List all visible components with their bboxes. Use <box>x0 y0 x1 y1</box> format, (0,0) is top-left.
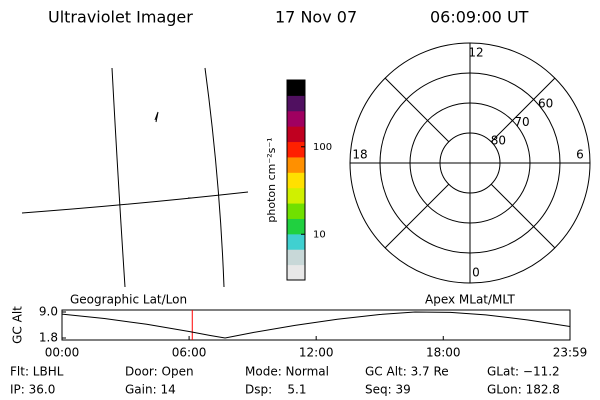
colorbar-frame <box>286 79 306 281</box>
x-tick-label: 06:00 <box>172 346 207 360</box>
color-swatch <box>287 95 305 112</box>
date: 17 Nov 07 <box>275 8 357 27</box>
lat-label: 60 <box>538 96 553 110</box>
color-swatch <box>287 172 305 189</box>
colorbar-label: photon cm⁻²s⁻¹ <box>265 137 278 222</box>
color-swatch <box>287 126 305 143</box>
color-swatch <box>287 233 305 250</box>
color-swatch <box>287 110 305 127</box>
colorbar-tick-label: 100 <box>313 142 332 153</box>
x-tick-label: 12:00 <box>299 346 334 360</box>
x-tick-label: 00:00 <box>45 346 80 360</box>
color-swatch <box>287 249 305 266</box>
mlt-label: 12 <box>468 46 483 60</box>
y-tick-label: 9.0 <box>39 305 58 319</box>
color-swatch <box>287 80 305 96</box>
mlt-label: 18 <box>352 148 367 162</box>
x-tick-label: 23:59 <box>553 346 588 360</box>
spoke <box>384 77 450 143</box>
meridian <box>204 67 225 288</box>
altitude-line <box>61 311 571 339</box>
spoke <box>384 183 450 249</box>
info-field: Flt: LBHL <box>10 365 64 379</box>
color-swatch <box>287 264 305 281</box>
info-field: Door: Open <box>125 365 194 379</box>
panel-label: Apex MLat/MLT <box>425 293 515 307</box>
colorbar-tick-label: 10 <box>313 229 326 240</box>
info-field: GLat: −11.2 <box>487 365 560 379</box>
parallel <box>21 191 249 214</box>
lat-label: 80 <box>491 133 506 147</box>
info-field: Gain: 14 <box>125 383 176 397</box>
y-tick-label: 1.8 <box>39 331 58 345</box>
info-field: Mode: Normal <box>245 365 329 379</box>
spoke <box>490 183 556 249</box>
color-swatch <box>287 187 305 204</box>
color-swatch <box>287 141 305 158</box>
color-swatch <box>287 203 305 219</box>
info-field: IP: 36.0 <box>10 383 55 397</box>
plot-frame <box>61 309 571 341</box>
color-swatch <box>287 156 305 173</box>
mlt-label: 6 <box>576 148 584 162</box>
lat-label: 70 <box>514 115 529 129</box>
info-field: Dsp: 5.1 <box>245 383 307 397</box>
spoke <box>490 77 556 143</box>
info-field: GLon: 182.8 <box>487 383 560 397</box>
y-axis-label: GC Alt <box>11 306 25 344</box>
instrument-title: Ultraviolet Imager <box>48 8 193 27</box>
geographic-panel <box>21 67 249 288</box>
panel-label: Geographic Lat/Lon <box>70 293 187 307</box>
time: 06:09:00 UT <box>430 8 529 27</box>
info-field: GC Alt: 3.7 Re <box>365 365 449 379</box>
coast <box>154 111 159 123</box>
color-swatch <box>287 218 305 235</box>
meridian <box>111 67 126 288</box>
x-tick-label: 18:00 <box>426 346 461 360</box>
mlt-label: 0 <box>472 266 480 280</box>
info-field: Seq: 39 <box>365 383 411 397</box>
